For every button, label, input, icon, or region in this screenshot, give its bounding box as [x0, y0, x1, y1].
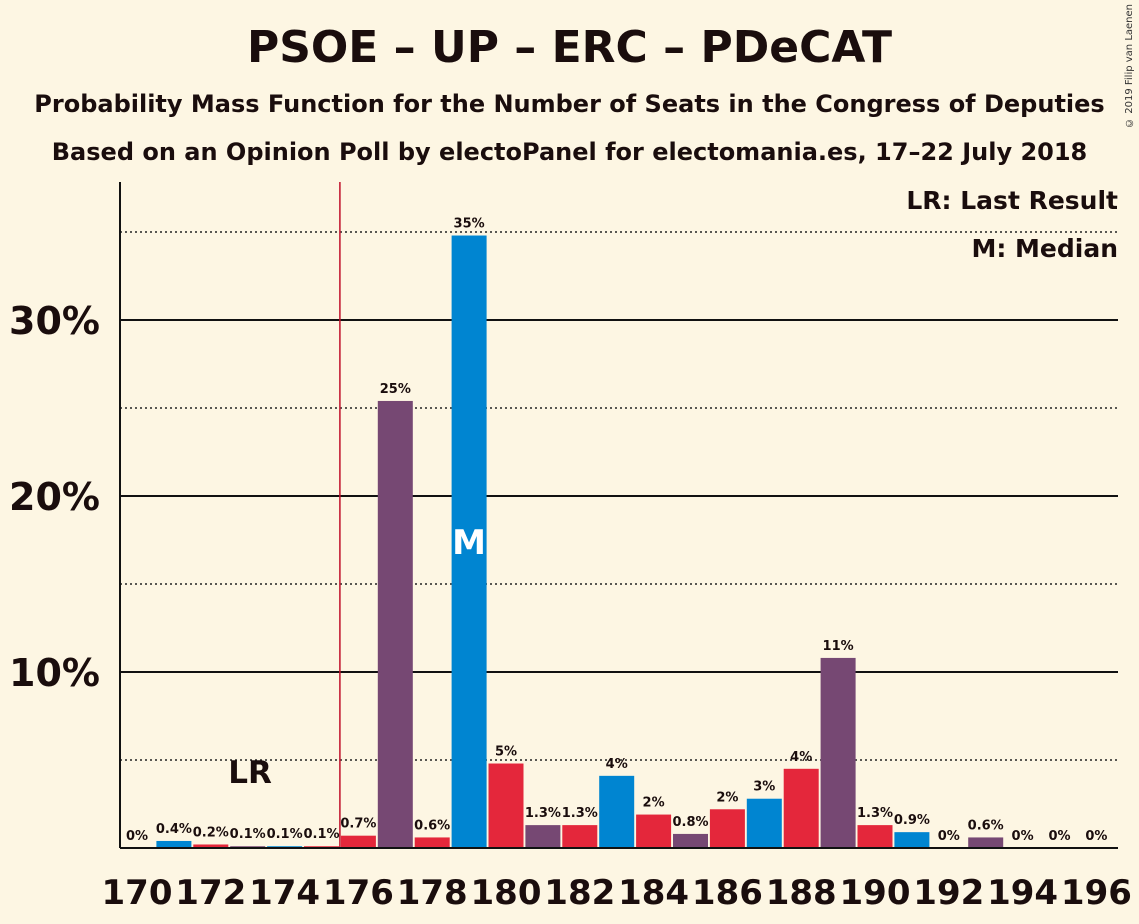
bar [340, 835, 376, 848]
bar-value-label: 0.1% [303, 827, 339, 842]
legend-median: M: Median [971, 234, 1118, 263]
x-tick-label: 188 [766, 873, 837, 913]
bar-value-label: 0.9% [894, 813, 930, 828]
x-tick-label: 172 [175, 873, 246, 913]
bar-value-label: 25% [380, 382, 411, 397]
median-marker: M [452, 523, 486, 563]
y-tick-label: 20% [9, 475, 100, 519]
x-tick-label: 190 [840, 873, 911, 913]
bar [894, 832, 930, 848]
x-tick-label: 180 [471, 873, 542, 913]
chart-source: Based on an Opinion Poll by electoPanel … [51, 138, 1088, 166]
bar-value-label: 0.7% [340, 817, 376, 832]
x-tick-label: 176 [323, 873, 394, 913]
x-tick-label: 178 [397, 873, 468, 913]
bar-value-label: 0% [126, 829, 148, 844]
bar-value-label: 1.3% [562, 806, 598, 821]
bar-value-label: 1.3% [857, 806, 893, 821]
bar [451, 235, 487, 848]
bar-value-label: 0% [938, 829, 960, 844]
chart-subtitle: Probability Mass Function for the Number… [34, 90, 1105, 118]
bar-value-label: 0.1% [230, 827, 266, 842]
x-tick-label: 194 [987, 873, 1058, 913]
x-tick-label: 174 [249, 873, 320, 913]
x-tick-label: 182 [544, 873, 615, 913]
bar-value-label: 0.8% [672, 815, 708, 830]
y-tick-label: 30% [9, 299, 100, 343]
bar-value-label: 0.6% [968, 818, 1004, 833]
bar [709, 809, 745, 848]
bar-value-label: 11% [823, 639, 854, 654]
bar-value-label: 0.4% [156, 822, 192, 837]
bar [414, 837, 450, 848]
bar [673, 833, 708, 848]
bar [783, 768, 819, 848]
legend-last-result: LR: Last Result [906, 186, 1118, 215]
bar [488, 763, 524, 848]
bar-value-label: 4% [606, 757, 628, 772]
bar-value-label: 4% [790, 750, 812, 765]
x-tick-label: 196 [1061, 873, 1132, 913]
bar-value-label: 0.6% [414, 818, 450, 833]
x-tick-label: 184 [618, 873, 689, 913]
bar-value-label: 2% [643, 796, 665, 811]
bar [857, 825, 893, 848]
bar [599, 775, 635, 848]
y-tick-label: 10% [9, 651, 100, 695]
x-tick-label: 192 [913, 873, 984, 913]
bar-value-label: 0% [1012, 829, 1034, 844]
bar-value-label: 2% [716, 790, 738, 805]
bar [377, 400, 413, 848]
chart-title: PSOE – UP – ERC – PDeCAT [246, 22, 893, 73]
bar-value-label: 0.2% [193, 825, 229, 840]
bar-value-label: 0.1% [267, 827, 303, 842]
bar [525, 825, 561, 848]
bar-value-label: 0% [1048, 829, 1070, 844]
bar-value-label: 0% [1085, 829, 1107, 844]
bar-value-label: 3% [753, 780, 775, 795]
x-tick-label: 186 [692, 873, 763, 913]
bar [562, 825, 598, 848]
last-result-marker: LR [228, 755, 272, 791]
bar-value-label: 35% [454, 217, 485, 232]
bar [193, 844, 229, 848]
bar-value-label: 5% [495, 745, 517, 760]
bar [636, 814, 672, 848]
bar-value-label: 1.3% [525, 806, 561, 821]
bar [820, 657, 856, 848]
x-tick-label: 170 [102, 873, 173, 913]
bar [968, 837, 1004, 848]
bar [156, 840, 192, 848]
bar [746, 798, 782, 848]
